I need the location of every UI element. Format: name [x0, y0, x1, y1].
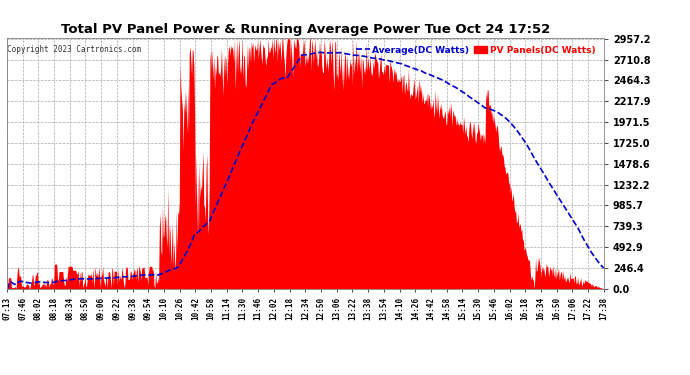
Legend: Average(DC Watts), PV Panels(DC Watts): Average(DC Watts), PV Panels(DC Watts) — [353, 42, 599, 58]
Text: Copyright 2023 Cartronics.com: Copyright 2023 Cartronics.com — [8, 45, 141, 54]
Title: Total PV Panel Power & Running Average Power Tue Oct 24 17:52: Total PV Panel Power & Running Average P… — [61, 23, 550, 36]
